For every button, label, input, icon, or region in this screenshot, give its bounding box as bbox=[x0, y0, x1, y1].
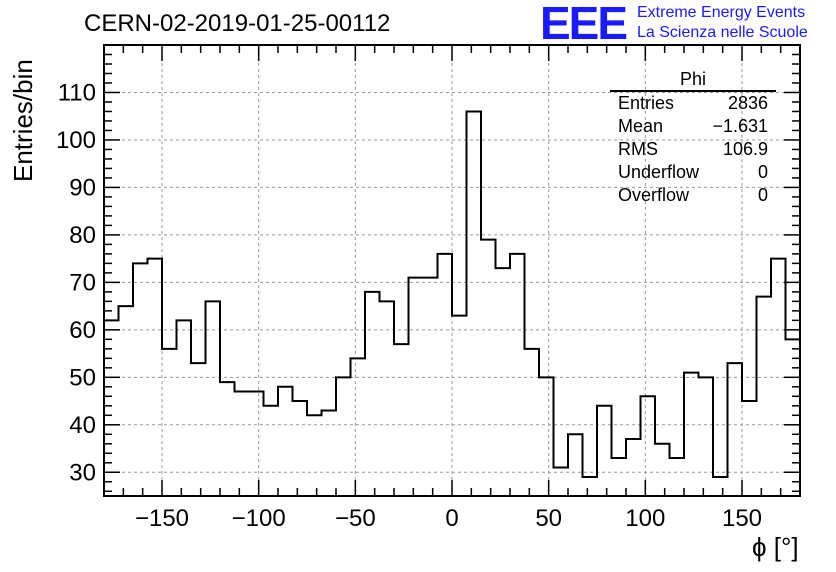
histogram-bin bbox=[481, 240, 496, 496]
histogram-bin bbox=[394, 344, 409, 496]
x-tick-label: −150 bbox=[135, 505, 189, 532]
stats-value: −1.631 bbox=[712, 116, 768, 136]
histogram-bin bbox=[467, 111, 482, 496]
stats-row: Mean −1.631 bbox=[610, 115, 776, 138]
histogram-bin bbox=[699, 377, 714, 496]
y-tick-label: 80 bbox=[69, 222, 96, 249]
histogram-bin bbox=[409, 278, 424, 496]
histogram-bin bbox=[641, 396, 656, 496]
histogram-bin bbox=[496, 268, 511, 496]
stats-box: Phi Entries 2836 Mean −1.631 RMS 106.9 Unde… bbox=[610, 68, 776, 207]
histogram-bin bbox=[713, 477, 728, 496]
stats-label: Overflow bbox=[618, 185, 690, 205]
y-tick-label: 40 bbox=[69, 412, 96, 439]
axis-tick-labels: −150 −100 −50 0 50 100 150 30 40 50 60 70 80 90 100 110 bbox=[56, 79, 762, 532]
y-tick-label: 90 bbox=[69, 174, 96, 201]
histogram-bin bbox=[148, 259, 163, 496]
stats-row: Underflow 0 bbox=[610, 161, 776, 184]
histogram-bin bbox=[554, 468, 569, 496]
histogram-bin bbox=[322, 411, 337, 496]
histogram-bin bbox=[307, 415, 322, 496]
x-tick-label: 0 bbox=[445, 505, 458, 532]
histogram-bin bbox=[452, 316, 467, 496]
histogram-bin bbox=[336, 377, 351, 496]
histogram-bin bbox=[612, 458, 627, 496]
logo-line-1: Extreme Energy Events bbox=[637, 4, 806, 21]
histogram-bin bbox=[742, 401, 757, 496]
histogram-bin bbox=[438, 254, 453, 496]
histogram-bin bbox=[728, 363, 743, 496]
eee-logo: EEE bbox=[540, 0, 628, 49]
stats-value: 2836 bbox=[727, 93, 768, 113]
histogram-bin bbox=[220, 382, 235, 496]
y-tick-label: 60 bbox=[69, 317, 96, 344]
x-tick-label: 150 bbox=[722, 505, 762, 532]
histogram-bin bbox=[771, 259, 786, 496]
histogram-bin bbox=[597, 406, 612, 496]
stats-value: 0 bbox=[757, 162, 768, 182]
x-tick-label: −100 bbox=[232, 505, 286, 532]
histogram-bin bbox=[583, 477, 598, 496]
histogram-bin bbox=[786, 339, 801, 496]
histogram-step-line bbox=[104, 110, 800, 479]
histogram-bin bbox=[264, 406, 279, 496]
histogram-bin bbox=[162, 349, 177, 496]
stats-row: Entries 2836 bbox=[610, 92, 776, 115]
histogram-bin bbox=[133, 263, 148, 496]
histogram-bin bbox=[351, 358, 366, 496]
x-tick-label: −50 bbox=[335, 505, 376, 532]
histogram-bin bbox=[670, 458, 685, 496]
stats-row: Overflow 0 bbox=[610, 184, 776, 207]
histogram-bin bbox=[539, 377, 554, 496]
logo-line-2: La Scienza nelle Scuole bbox=[637, 24, 808, 41]
histogram-bin bbox=[249, 392, 264, 496]
histogram-bin bbox=[278, 387, 293, 496]
histogram-bin bbox=[568, 434, 583, 496]
y-tick-label: 30 bbox=[69, 459, 96, 486]
logo-caption: Extreme Energy Events La Scienza nelle S… bbox=[637, 3, 808, 43]
histogram-bin bbox=[757, 297, 772, 496]
y-axis-label: Entries/bin bbox=[8, 59, 38, 182]
histogram-bin bbox=[684, 373, 699, 496]
y-tick-label: 70 bbox=[69, 269, 96, 296]
histogram-bin bbox=[510, 254, 525, 496]
stats-title: Phi bbox=[610, 68, 776, 92]
y-tick-label: 50 bbox=[69, 364, 96, 391]
histogram-bin bbox=[177, 320, 192, 496]
histogram-bin bbox=[235, 392, 250, 496]
x-axis-label: ϕ [°] bbox=[752, 532, 799, 562]
stats-value: 106.9 bbox=[722, 139, 768, 159]
stats-label: RMS bbox=[618, 139, 658, 159]
stats-value: 0 bbox=[757, 185, 768, 205]
histogram-bin bbox=[119, 306, 134, 496]
histogram-bin bbox=[380, 301, 395, 496]
y-tick-label: 100 bbox=[56, 127, 96, 154]
histogram-bin bbox=[626, 439, 641, 496]
histogram-bin bbox=[191, 363, 206, 496]
histogram-bin bbox=[525, 349, 540, 496]
histogram-bin bbox=[423, 278, 438, 496]
stats-row: RMS 106.9 bbox=[610, 138, 776, 161]
x-tick-label: 100 bbox=[625, 505, 665, 532]
y-tick-label: 110 bbox=[58, 79, 96, 106]
histogram-bin bbox=[293, 401, 308, 496]
stats-label: Entries bbox=[618, 93, 675, 113]
histogram-bin bbox=[206, 301, 221, 496]
stats-label: Mean bbox=[618, 116, 664, 136]
axis-ticks bbox=[103, 44, 801, 496]
histogram-bin bbox=[104, 320, 119, 496]
histogram-bin bbox=[365, 292, 380, 496]
histogram-bin bbox=[655, 444, 670, 496]
stats-label: Underflow bbox=[618, 162, 700, 182]
chart-title: CERN-02-2019-01-25-00112 bbox=[84, 10, 391, 37]
x-tick-label: 50 bbox=[535, 505, 562, 532]
